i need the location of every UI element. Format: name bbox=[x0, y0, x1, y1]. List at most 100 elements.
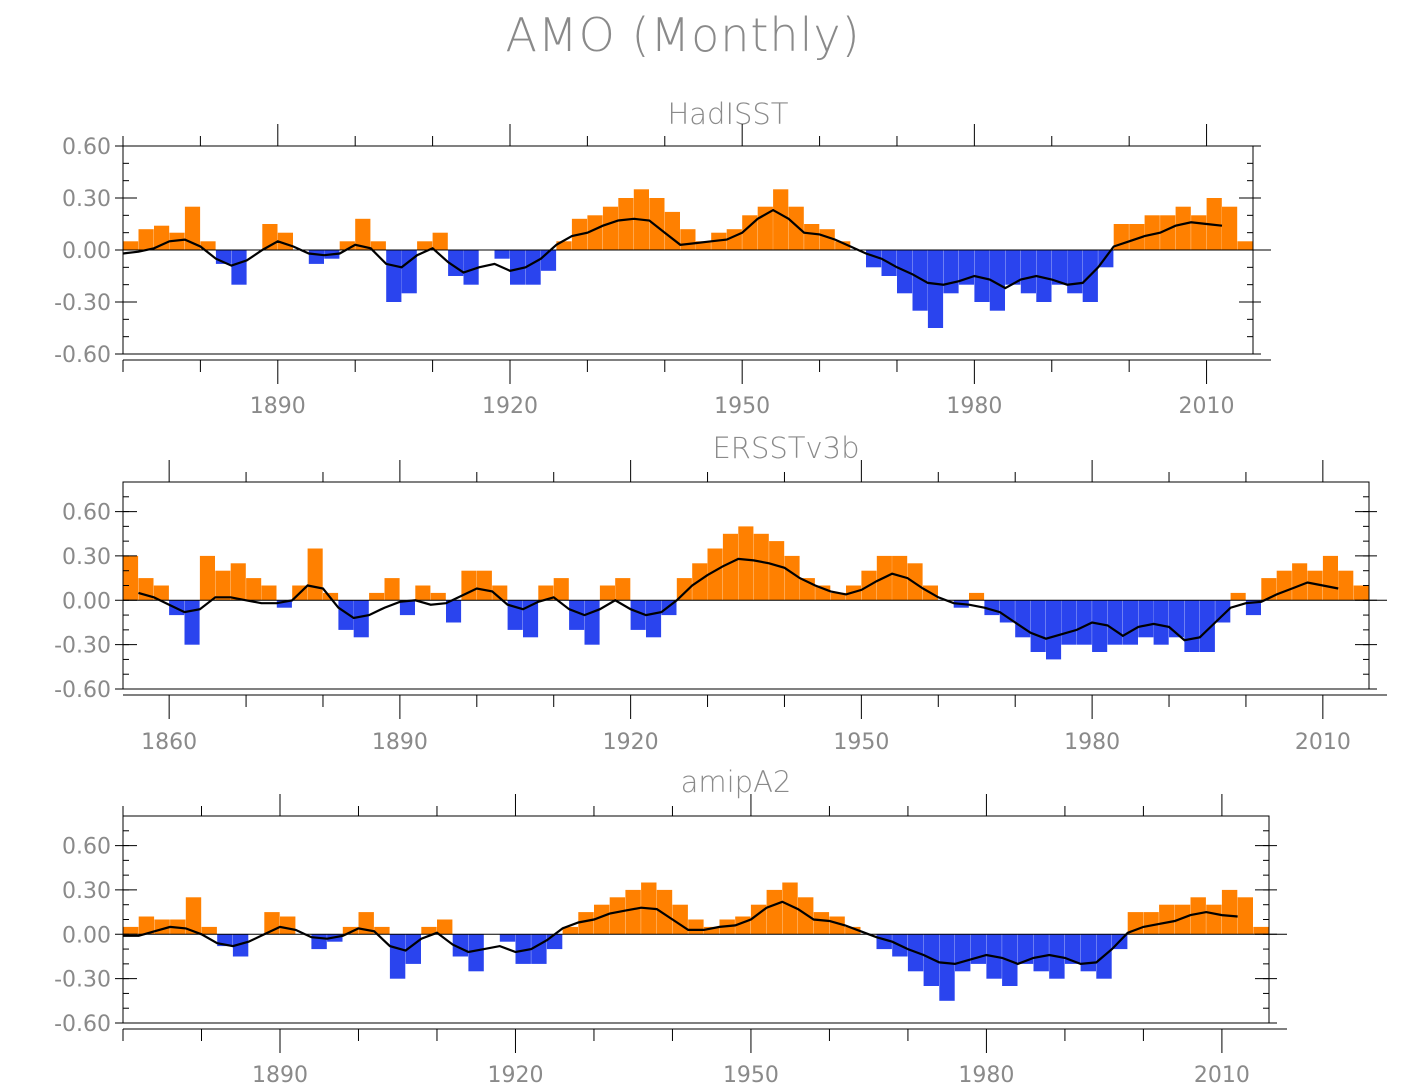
bar bbox=[1061, 600, 1077, 645]
bar bbox=[232, 934, 249, 957]
bar bbox=[417, 241, 433, 250]
bar bbox=[1138, 600, 1154, 638]
bar bbox=[231, 250, 247, 285]
bar bbox=[599, 585, 615, 601]
y-tick-label: 0.60 bbox=[62, 501, 111, 526]
bar bbox=[1307, 570, 1323, 601]
bar bbox=[692, 563, 708, 601]
bar bbox=[943, 250, 959, 294]
bar bbox=[217, 934, 233, 947]
bar bbox=[1175, 206, 1191, 250]
bar bbox=[123, 241, 139, 250]
bar bbox=[664, 211, 680, 250]
bar bbox=[1199, 600, 1215, 652]
bar bbox=[1237, 241, 1253, 250]
bar bbox=[355, 218, 371, 250]
bar bbox=[703, 926, 720, 935]
bar bbox=[432, 232, 448, 250]
bar bbox=[342, 926, 359, 935]
x-tick-label: 1920 bbox=[482, 394, 538, 419]
panel-title: amipA2 bbox=[681, 765, 792, 799]
bar bbox=[1020, 250, 1036, 294]
bar bbox=[1338, 570, 1354, 601]
bar bbox=[788, 206, 804, 250]
bar bbox=[401, 250, 417, 294]
bar bbox=[630, 600, 646, 630]
bar bbox=[499, 934, 516, 942]
bar bbox=[556, 241, 572, 250]
y-tick-label: -0.30 bbox=[54, 291, 111, 316]
y-tick-label: 0.00 bbox=[62, 589, 111, 614]
x-tick-label: 1980 bbox=[946, 394, 1002, 419]
bar bbox=[421, 926, 437, 935]
bar bbox=[1253, 926, 1269, 935]
bar bbox=[184, 600, 200, 645]
x-tick-label: 1890 bbox=[372, 730, 428, 755]
bar bbox=[261, 585, 277, 601]
bar bbox=[510, 250, 526, 285]
panel-title: ERSSTv3b bbox=[712, 431, 859, 465]
bar bbox=[307, 548, 323, 601]
bar bbox=[1143, 912, 1159, 935]
bar bbox=[1184, 600, 1200, 652]
bar bbox=[680, 229, 696, 250]
bar bbox=[625, 889, 641, 935]
bar bbox=[835, 241, 851, 250]
bar bbox=[969, 592, 985, 601]
bar bbox=[123, 555, 139, 601]
bar bbox=[1015, 600, 1031, 638]
x-tick-label: 1950 bbox=[714, 394, 770, 419]
y-tick-label: 0.00 bbox=[62, 923, 111, 948]
bar bbox=[672, 904, 688, 935]
bar bbox=[769, 541, 785, 601]
bar bbox=[618, 198, 634, 250]
bar bbox=[525, 250, 541, 285]
bar bbox=[1174, 904, 1191, 935]
bar bbox=[1122, 600, 1138, 645]
smoothed-line bbox=[138, 557, 1339, 642]
bar bbox=[515, 934, 531, 964]
bar bbox=[1353, 585, 1369, 601]
bar bbox=[538, 585, 554, 601]
bar bbox=[753, 533, 769, 601]
bar bbox=[1160, 215, 1176, 250]
bar bbox=[958, 250, 975, 285]
x-tick-label: 1980 bbox=[1064, 730, 1120, 755]
bar bbox=[308, 250, 324, 264]
bar bbox=[280, 916, 296, 935]
bar bbox=[386, 250, 402, 302]
bar bbox=[199, 555, 215, 601]
x-tick-label: 2010 bbox=[1295, 730, 1351, 755]
smoothed-line bbox=[123, 900, 1238, 966]
bar bbox=[476, 570, 492, 601]
x-tick-label: 1860 bbox=[141, 730, 197, 755]
bar bbox=[1191, 215, 1207, 250]
bar bbox=[468, 934, 484, 972]
y-tick-label: 0.00 bbox=[62, 239, 111, 264]
chart-panel-amipa2: amipA2 0.60 0.30 0.00 -0.30 -0.60 1890 1920 1950… bbox=[54, 765, 1287, 1088]
bar bbox=[819, 229, 835, 250]
bar bbox=[399, 600, 415, 616]
bar bbox=[676, 578, 692, 601]
bar bbox=[153, 585, 169, 601]
x-tick-label: 1950 bbox=[723, 1063, 779, 1088]
bar bbox=[649, 198, 665, 250]
bar bbox=[1017, 934, 1034, 964]
bar bbox=[912, 250, 928, 311]
x-tick-label: 1920 bbox=[603, 730, 659, 755]
bar bbox=[695, 241, 711, 250]
bar bbox=[594, 904, 610, 935]
bar bbox=[587, 215, 603, 250]
bar bbox=[1322, 555, 1338, 601]
bar bbox=[389, 934, 406, 979]
bar bbox=[494, 250, 510, 259]
y-tick-label: -0.60 bbox=[54, 1012, 111, 1037]
x-tick-label: 1890 bbox=[252, 1063, 308, 1088]
bar bbox=[369, 592, 385, 601]
bar bbox=[845, 926, 861, 935]
bar bbox=[907, 563, 923, 601]
bar bbox=[1206, 904, 1222, 935]
bar bbox=[339, 241, 355, 250]
bar bbox=[200, 241, 216, 250]
x-tick-label: 1920 bbox=[487, 1063, 543, 1088]
